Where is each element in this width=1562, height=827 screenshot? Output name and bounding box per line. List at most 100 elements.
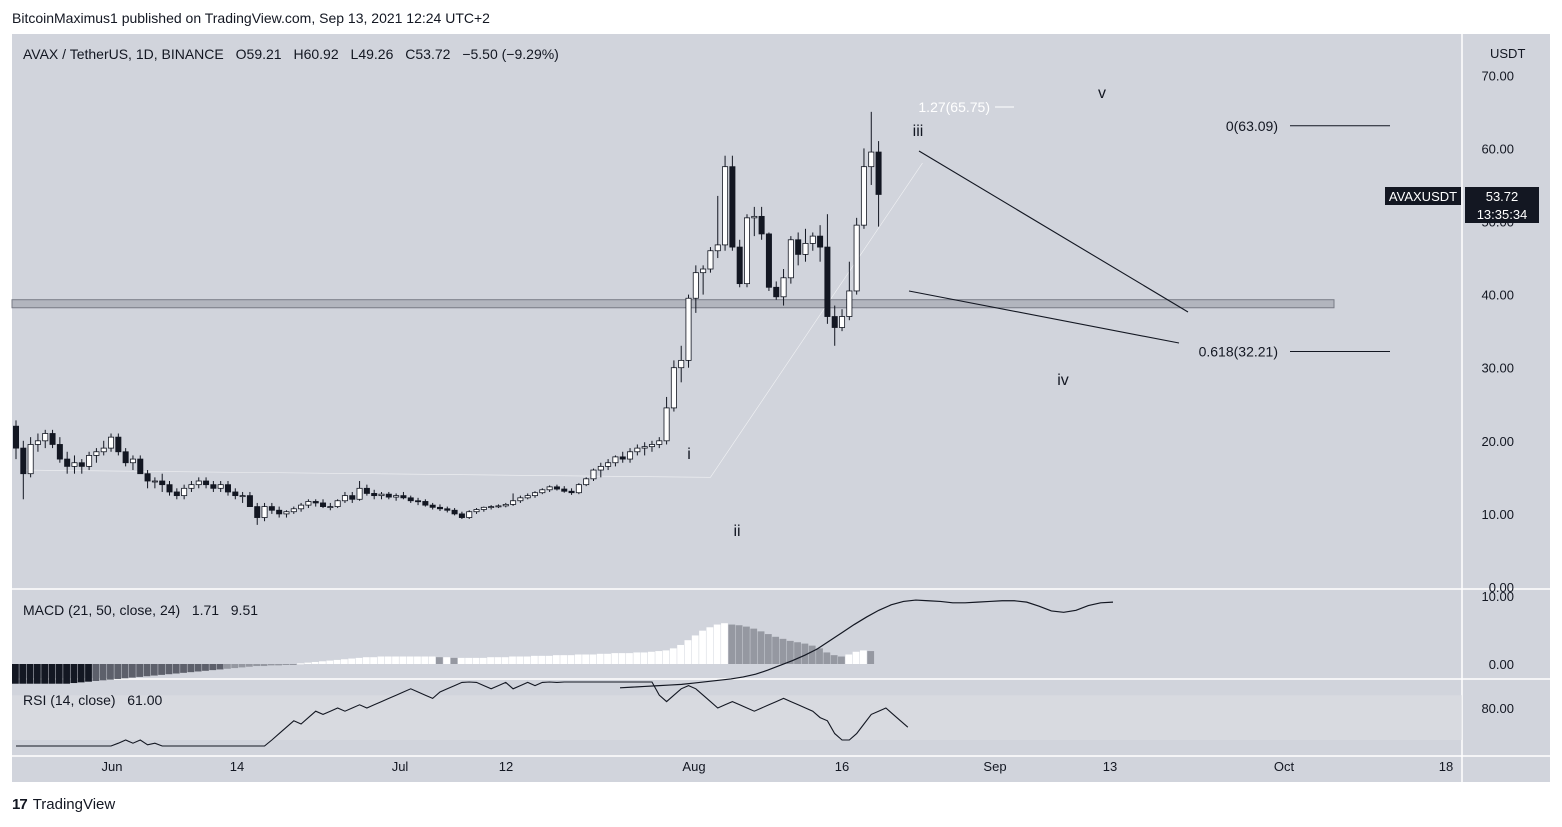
- candle-body: [546, 486, 553, 491]
- ticker-badge-bg: [1385, 187, 1461, 205]
- macd-bar: [223, 664, 231, 669]
- candle-body: [817, 235, 824, 248]
- macd-bar: [231, 664, 239, 669]
- candle-body: [692, 272, 699, 299]
- macd-bar: [19, 664, 27, 684]
- macd-bar: [289, 664, 297, 665]
- candle-body: [393, 495, 400, 498]
- candle: [188, 481, 195, 492]
- macd-bar: [626, 653, 633, 664]
- lower-trendline: [908, 290, 1180, 344]
- high-label: H: [293, 46, 304, 62]
- candle-body: [100, 447, 107, 453]
- candle: [305, 499, 312, 509]
- candle-body: [575, 484, 582, 494]
- open-value: 59.21: [246, 46, 282, 62]
- candle-body: [685, 297, 692, 361]
- candle: [122, 448, 129, 467]
- candle-body: [42, 433, 49, 442]
- wave-path: [23, 162, 923, 478]
- candle-body: [129, 458, 136, 464]
- candle-body: [612, 456, 619, 464]
- time-tick: Sep: [983, 759, 1006, 774]
- candle: [700, 265, 707, 295]
- candle-body: [758, 215, 765, 235]
- candle: [627, 448, 634, 463]
- candle-body: [371, 493, 378, 497]
- candle: [42, 429, 49, 449]
- candle: [429, 502, 436, 510]
- candle: [860, 148, 867, 229]
- candle-body: [56, 444, 63, 460]
- candle-body: [466, 511, 473, 518]
- candle-body: [188, 484, 195, 489]
- candle-body: [276, 509, 283, 515]
- candle-body: [831, 316, 838, 328]
- candle-body: [422, 501, 429, 506]
- candle-body: [451, 509, 458, 515]
- candle: [831, 305, 838, 346]
- macd-bar: [136, 664, 144, 677]
- macd-bar: [465, 657, 473, 664]
- macd-bar: [348, 658, 356, 664]
- macd-tick: 0.00: [1489, 657, 1514, 672]
- candle-body: [678, 359, 685, 369]
- candle: [502, 502, 509, 508]
- candle-body: [400, 495, 407, 499]
- macd-bar: [867, 651, 875, 664]
- candle: [144, 470, 151, 489]
- candle-body: [656, 440, 663, 445]
- candle: [539, 488, 546, 495]
- macd-bar: [794, 642, 801, 664]
- candle-body: [217, 484, 224, 489]
- candle: [765, 232, 772, 291]
- candle: [641, 442, 648, 456]
- candle-body: [363, 487, 370, 494]
- candle: [605, 459, 612, 471]
- macd-bar: [728, 624, 736, 664]
- macd-bar: [48, 664, 56, 684]
- candle-body: [736, 246, 743, 285]
- candle: [239, 491, 246, 503]
- macd-bar: [187, 664, 195, 673]
- macd-bar: [435, 657, 443, 664]
- footer: 17 TradingView: [12, 796, 115, 813]
- candle-body: [341, 495, 348, 502]
- candle: [634, 444, 641, 456]
- macd-bar: [523, 656, 531, 664]
- candle: [137, 455, 144, 475]
- candle-body: [619, 456, 626, 460]
- macd-bar: [304, 662, 312, 664]
- candle: [868, 111, 875, 185]
- candle-body: [144, 473, 151, 482]
- candle: [532, 491, 539, 498]
- low-value: 49.26: [358, 46, 394, 62]
- wave-label: ii: [733, 523, 740, 540]
- macd-bar: [70, 664, 78, 684]
- candle: [583, 477, 590, 487]
- macd-bar: [63, 664, 70, 684]
- candle: [400, 491, 407, 500]
- macd-bar: [633, 652, 641, 664]
- macd-bar: [494, 657, 502, 664]
- macd-bar: [713, 624, 721, 664]
- macd-bar: [238, 664, 246, 668]
- macd-bar: [823, 652, 831, 664]
- candle-body: [436, 506, 443, 510]
- candle: [210, 481, 217, 492]
- candle-body: [305, 501, 312, 506]
- candle: [597, 462, 604, 478]
- time-tick: Aug: [682, 759, 705, 774]
- candle: [290, 506, 297, 514]
- macd-bar: [326, 660, 334, 664]
- candle: [612, 455, 619, 467]
- macd-bar: [501, 657, 509, 664]
- macd-bar: [384, 656, 392, 664]
- candle-body: [488, 506, 495, 508]
- candle: [780, 269, 787, 306]
- macd-value-2: 9.51: [230, 602, 259, 618]
- candle: [422, 499, 429, 507]
- candle: [203, 477, 210, 489]
- candle-body: [210, 484, 217, 489]
